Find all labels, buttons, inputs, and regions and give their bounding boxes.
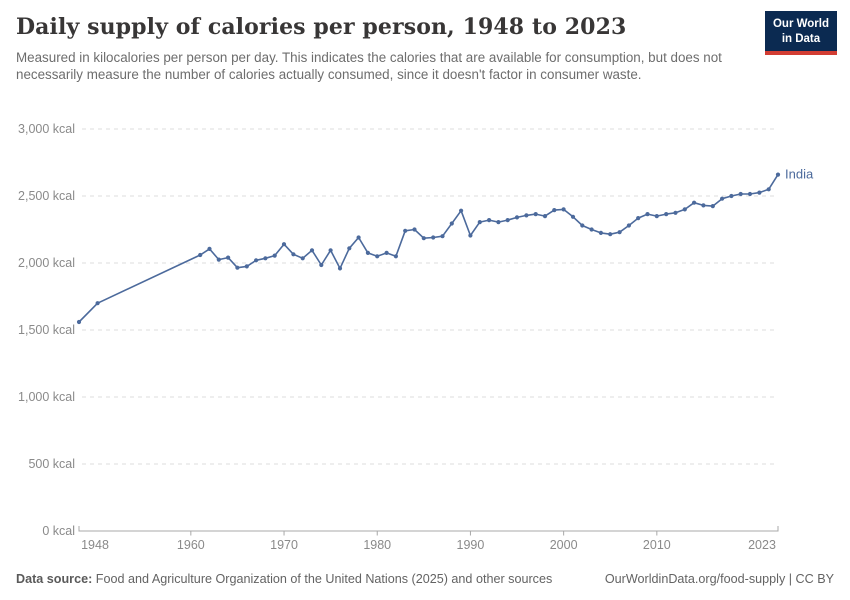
data-point[interactable] [216,257,221,262]
data-point[interactable] [542,214,548,219]
data-point[interactable] [757,190,762,195]
data-point[interactable] [524,213,529,218]
x-axis-line [78,526,779,532]
data-point[interactable] [645,212,650,217]
owid-logo[interactable]: Our World in Data [764,11,837,55]
x-tick-label: 1990 [457,538,485,552]
data-point[interactable] [198,252,203,258]
chart-footer: Data source: Food and Agriculture Organi… [16,572,834,586]
data-point[interactable] [76,319,82,325]
data-point[interactable] [514,215,520,220]
data-source-text: Food and Agriculture Organization of the… [92,572,553,586]
data-point[interactable] [459,208,464,213]
data-point[interactable] [328,248,333,253]
y-tick-label: 1,000 kcal [18,390,75,404]
data-point[interactable] [626,223,632,228]
data-point[interactable] [319,262,324,268]
data-point[interactable] [403,228,408,233]
data-point[interactable] [654,214,659,219]
y-tick-label: 0 kcal [42,524,75,538]
data-point[interactable] [337,266,343,271]
data-point[interactable] [617,230,622,235]
y-tick-label: 500 kcal [28,457,75,471]
data-point[interactable] [207,246,212,251]
data-point[interactable] [347,246,352,251]
y-tick-label: 1,500 kcal [18,323,75,337]
data-point[interactable] [291,252,296,257]
data-point[interactable] [747,191,753,197]
data-point[interactable] [710,204,715,209]
data-point[interactable] [95,301,100,306]
data-point[interactable] [431,235,436,240]
data-point[interactable] [449,221,454,226]
chart-header: Daily supply of calories per person, 194… [16,14,834,83]
data-point[interactable] [533,212,538,217]
data-point[interactable] [393,254,398,259]
data-point[interactable] [440,234,445,239]
data-point[interactable] [263,256,268,261]
data-point[interactable] [226,255,231,260]
data-source-label: Data source: [16,572,93,586]
data-point[interactable] [496,220,501,225]
owid-logo-line1: Our World [772,18,829,30]
data-point[interactable] [468,233,473,238]
data-point[interactable] [487,218,492,223]
data-point[interactable] [598,230,604,235]
data-point[interactable] [561,207,566,212]
data-point[interactable] [309,248,315,253]
data-point[interactable] [235,265,240,270]
y-tick-label: 3,000 kcal [18,122,75,136]
data-point[interactable] [775,172,781,177]
data-point[interactable] [356,235,361,240]
x-tick-label: 2023 [748,538,776,552]
data-point[interactable] [692,200,697,205]
data-point[interactable] [664,212,669,217]
x-tick-label: 1980 [363,538,391,552]
page-title: Daily supply of calories per person, 194… [16,14,627,40]
data-point[interactable] [682,207,687,212]
data-source-note: Data source: Food and Agriculture Organi… [16,572,552,586]
data-point[interactable] [580,223,585,228]
data-point[interactable] [477,220,482,225]
x-tick-label: 2000 [550,538,578,552]
data-point[interactable] [384,250,389,255]
data-point[interactable] [365,250,370,255]
data-point[interactable] [375,254,380,259]
data-point[interactable] [254,258,259,263]
chart-subtitle: Measured in kilocalories per person per … [16,50,722,83]
data-point[interactable] [552,208,557,213]
y-tick-label: 2,000 kcal [18,256,75,270]
data-point[interactable] [608,232,613,237]
data-point[interactable] [412,227,417,232]
owid-logo-line2: in Data [781,32,821,45]
data-point[interactable] [570,214,576,219]
data-point[interactable] [729,193,734,199]
data-point[interactable] [505,218,510,223]
data-point[interactable] [738,191,743,197]
data-point[interactable] [701,203,706,208]
x-tick-label: 2010 [643,538,671,552]
footer-link[interactable]: OurWorldinData.org/food-supply | CC BY [604,572,834,586]
data-point[interactable] [421,236,426,241]
series-label: India [785,167,814,182]
x-tick-label: 1948 [81,538,109,552]
data-point[interactable] [300,256,305,261]
x-tick-label: 1960 [177,538,205,552]
data-point[interactable] [272,253,277,258]
data-point[interactable] [281,242,287,247]
data-point[interactable] [720,196,725,201]
data-point[interactable] [766,187,771,192]
y-tick-label: 2,500 kcal [18,189,75,203]
data-point[interactable] [589,227,594,232]
x-tick-label: 1970 [270,538,298,552]
data-point[interactable] [244,264,249,269]
data-point[interactable] [673,210,678,215]
chart-line[interactable] [78,173,779,323]
data-point[interactable] [636,216,641,221]
